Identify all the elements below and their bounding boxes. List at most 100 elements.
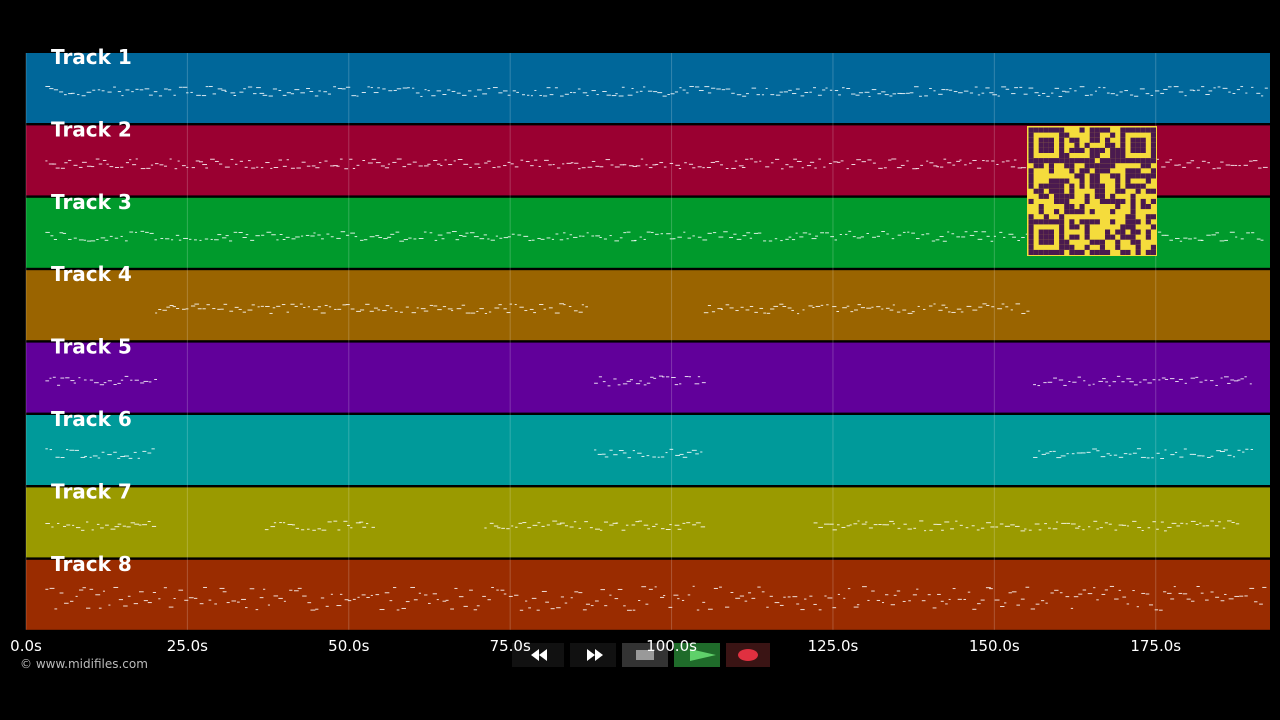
qr-cell (1135, 137, 1141, 143)
qr-cell (1069, 168, 1075, 174)
qr-cell (1150, 137, 1156, 143)
qr-cell (1094, 239, 1100, 245)
qr-cell (1125, 224, 1131, 230)
track-band (26, 270, 1270, 341)
qr-cell (1028, 229, 1034, 235)
qr-cell (1110, 219, 1116, 225)
qr-cell (1115, 183, 1121, 189)
qr-cell (1059, 193, 1065, 199)
qr-cell (1059, 224, 1065, 230)
play-icon (690, 649, 716, 661)
x-tick-label: 100.0s (646, 637, 697, 655)
qr-cell (1150, 249, 1156, 255)
x-tick-label: 150.0s (969, 637, 1020, 655)
qr-cell (1105, 137, 1111, 143)
qr-cell (1140, 183, 1146, 189)
qr-cell (1064, 163, 1070, 169)
qr-cell (1084, 198, 1090, 204)
qr-cell (1135, 239, 1141, 245)
qr-cell (1094, 173, 1100, 179)
qr-cell (1135, 249, 1141, 255)
track-name: Track 7 (51, 479, 132, 503)
qr-cell (1105, 198, 1111, 204)
qr-cell (1059, 234, 1065, 240)
qr-cell (1043, 127, 1049, 133)
qr-cell (1120, 137, 1126, 143)
track-band (26, 53, 1270, 123)
qr-cell (1125, 127, 1131, 133)
qr-cell (1059, 142, 1065, 148)
qr-cell (1059, 147, 1065, 153)
qr-cell (1048, 163, 1054, 169)
track-name: Track 8 (51, 552, 132, 576)
qr-cell (1038, 188, 1044, 194)
qr-cell (1048, 147, 1054, 153)
qr-cell (1084, 224, 1090, 230)
qr-cell (1028, 234, 1034, 240)
qr-cell (1043, 234, 1049, 240)
track-band (26, 487, 1270, 558)
qr-cell (1115, 204, 1121, 210)
qr-cell (1048, 158, 1054, 164)
qr-cell (1038, 147, 1044, 153)
qr-cell (1069, 224, 1075, 230)
qr-cell (1105, 142, 1111, 148)
qr-cell (1069, 193, 1075, 199)
qr-cell (1048, 178, 1054, 184)
qr-cell (1115, 244, 1121, 250)
qr-cell (1089, 173, 1095, 179)
qr-cell (1140, 142, 1146, 148)
qr-cell (1038, 229, 1044, 235)
qr-cell (1099, 239, 1105, 245)
qr-cell (1084, 234, 1090, 240)
note-span (45, 86, 1268, 97)
qr-cell (1099, 244, 1105, 250)
qr-cell (1094, 147, 1100, 153)
qr-cell (1064, 132, 1070, 138)
qr-cell (1059, 249, 1065, 255)
qr-cell (1084, 244, 1090, 250)
qr-cell (1115, 198, 1121, 204)
qr-cell (1033, 163, 1039, 169)
qr-cell (1074, 173, 1080, 179)
qr-cell (1130, 204, 1136, 210)
track-name: Track 3 (51, 190, 132, 214)
qr-cell (1074, 209, 1080, 215)
qr-cell (1079, 127, 1085, 133)
qr-cell (1043, 239, 1049, 245)
qr-cell (1099, 158, 1105, 164)
stop-icon (636, 650, 654, 660)
note-span (703, 303, 1030, 315)
qr-cell (1069, 219, 1075, 225)
qr-cell (1094, 153, 1100, 159)
qr-cell (1069, 204, 1075, 210)
qr-cell (1054, 198, 1060, 204)
x-tick-label: 175.0s (1130, 637, 1181, 655)
qr-cell (1140, 204, 1146, 210)
qr-cell (1069, 147, 1075, 153)
qr-cell (1038, 137, 1044, 143)
qr-cell (1059, 137, 1065, 143)
qr-cell (1084, 142, 1090, 148)
track-band (26, 415, 1270, 485)
qr-cell (1099, 127, 1105, 133)
qr-cell (1135, 173, 1141, 179)
qr-cell (1105, 158, 1111, 164)
qr-cell (1145, 173, 1151, 179)
x-tick-label: 75.0s (490, 637, 531, 655)
qr-cell (1028, 173, 1034, 179)
qr-cell (1038, 183, 1044, 189)
qr-cell (1135, 229, 1141, 235)
qr-cell (1094, 193, 1100, 199)
qr-cell (1089, 127, 1095, 133)
qr-cell (1094, 219, 1100, 225)
qr-cell (1135, 147, 1141, 153)
qr-cell (1140, 198, 1146, 204)
qr-cell (1059, 229, 1065, 235)
qr-cell (1059, 219, 1065, 225)
qr-cell (1048, 142, 1054, 148)
qr-cell (1069, 137, 1075, 143)
qr-cell (1048, 168, 1054, 174)
qr-cell (1115, 178, 1121, 184)
